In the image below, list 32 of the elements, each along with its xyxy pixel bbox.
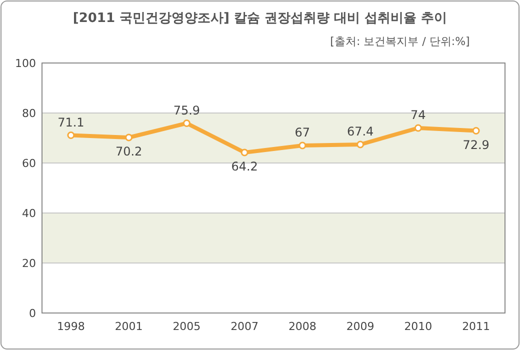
point — [298, 142, 306, 150]
point — [240, 148, 248, 156]
point — [67, 132, 75, 139]
point — [472, 127, 480, 134]
data-label: 71.1 — [58, 115, 84, 130]
x-tick-label: 2008 — [288, 320, 316, 333]
data-label: 67 — [294, 126, 310, 140]
y-tick-label: 60 — [22, 157, 36, 170]
point — [182, 120, 190, 127]
x-tick-label: 2005 — [172, 320, 201, 333]
y-tick-label: 0 — [29, 307, 36, 320]
x-tick-label: 1998 — [56, 320, 85, 333]
data-label: 70.2 — [115, 144, 142, 158]
y-tick-label: 80 — [22, 107, 36, 120]
x-tick-label: 2011 — [462, 320, 490, 333]
data-label: 74 — [410, 108, 426, 122]
point — [356, 140, 364, 148]
x-tick-label: 2007 — [230, 320, 259, 333]
chart-title: [2011 국민건강영양조사] 칼슘 권장섭취량 대비 섭취비율 추이 — [72, 11, 448, 26]
chart-subtitle: [출처: 보건복지부 / 단위:%] — [330, 35, 470, 48]
point — [125, 134, 133, 142]
data-label: 72.9 — [462, 138, 490, 152]
data-label: 64.2 — [231, 160, 258, 174]
x-tick-label: 2001 — [114, 320, 143, 333]
data-label: 67.4 — [346, 124, 374, 138]
y-tick-label: 40 — [22, 207, 36, 220]
y-tick-label: 100 — [15, 57, 36, 70]
data-label: 75.9 — [173, 103, 200, 118]
y-tick-label: 20 — [22, 257, 36, 270]
point — [414, 124, 422, 132]
x-tick-label: 2009 — [346, 320, 374, 333]
x-tick-label: 2010 — [404, 320, 432, 333]
